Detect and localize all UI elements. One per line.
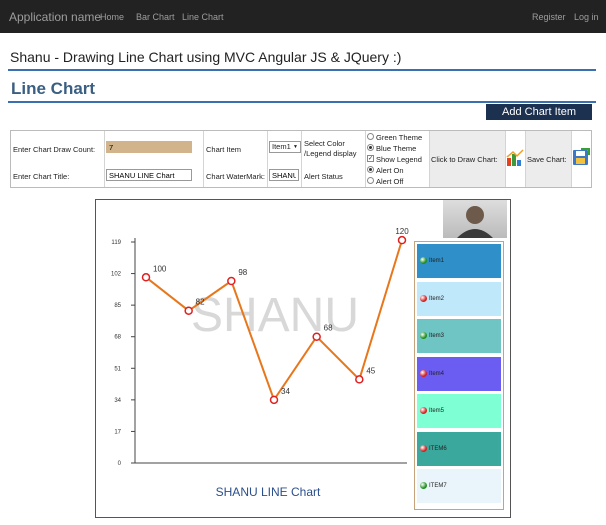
nav-bar-chart[interactable]: Bar Chart — [136, 12, 175, 22]
draw-cell — [429, 131, 505, 187]
data-point — [312, 332, 321, 341]
green-theme-label: Green Theme — [376, 133, 423, 142]
data-points: 100 82 98 34 68 45 120 — [141, 227, 409, 405]
nav-home[interactable]: Home — [100, 12, 125, 22]
legend-item: ITEM7 — [417, 469, 501, 503]
alert-off-label: Alert Off — [376, 177, 404, 186]
line-chart: SHANU 0 17 34 51 68 85 102 119 100 82 98 34 68 45 120… — [111, 227, 409, 499]
watermark-label: Chart WaterMark: — [206, 172, 265, 181]
alert-on-label: Alert On — [376, 166, 404, 175]
y-tick-label: 68 — [114, 335, 121, 341]
legend-label: Item2 — [429, 295, 445, 302]
avatar — [443, 200, 507, 238]
legend-status-icon — [420, 482, 427, 489]
draw-chart-icon[interactable] — [506, 149, 524, 167]
alert-off-radio[interactable] — [367, 177, 374, 184]
data-label: 98 — [238, 268, 247, 277]
select-color-label: Select Color /Legend display — [304, 139, 357, 158]
legend-item: Item4 — [417, 356, 501, 391]
save-cell — [525, 131, 571, 187]
chart-item-select-value: Item1 — [272, 142, 291, 151]
alert-status-label: Alert Status — [304, 172, 343, 181]
section-title: Line Chart — [11, 79, 96, 98]
legend-status-icon — [420, 444, 427, 452]
legend-label: Item1 — [429, 258, 445, 264]
show-legend-label: Show Legend — [376, 155, 422, 164]
chart-title: SHANU LINE Chart — [216, 485, 321, 499]
brand-link[interactable]: Application name — [9, 10, 102, 24]
chart-item-select[interactable]: Item1 ▼ — [269, 141, 301, 153]
data-label: 45 — [366, 366, 375, 375]
blue-theme-label: Blue Theme — [376, 144, 417, 153]
y-tick-label: 102 — [111, 272, 122, 278]
legend-label: Item3 — [429, 333, 445, 339]
legend-label: ITEM7 — [429, 483, 447, 489]
data-point — [184, 306, 193, 315]
watermark-input[interactable] — [269, 169, 299, 181]
data-point — [227, 276, 236, 286]
chart-watermark: SHANU — [191, 289, 359, 342]
nav-register[interactable]: Register — [532, 12, 566, 22]
legend-item: ITEM6 — [417, 431, 501, 466]
chart-controls: Enter Chart Draw Count: Enter Chart Titl… — [10, 130, 592, 188]
page-heading: Shanu - Drawing Line Chart using MVC Ang… — [10, 49, 402, 65]
data-label: 34 — [281, 387, 290, 396]
y-tick-label: 85 — [114, 303, 121, 309]
nav-login[interactable]: Log in — [574, 12, 599, 22]
draw-count-input[interactable] — [106, 141, 192, 153]
legend-status-icon — [420, 332, 427, 339]
save-chart-label: Save Chart: — [527, 155, 567, 164]
legend-label: Item4 — [429, 370, 445, 377]
legend-item: Item5 — [417, 394, 501, 428]
y-tick-label: 17 — [114, 429, 121, 435]
legend-status-icon — [420, 257, 427, 264]
y-tick-label: 34 — [114, 398, 121, 404]
data-label: 100 — [153, 264, 167, 273]
legend-item: Item3 — [417, 319, 501, 353]
draw-chart-label: Click to Draw Chart: — [431, 155, 498, 164]
legend-item: Item1 — [417, 244, 501, 278]
y-tick-label: 119 — [111, 240, 121, 246]
y-axis: 0 17 34 51 68 85 102 119 — [111, 238, 407, 467]
section-divider — [8, 101, 596, 103]
chart-legend: Item1 Item2 Item3 Item4 Item5 ITEM6 ITEM7 — [414, 241, 504, 510]
draw-count-label: Enter Chart Draw Count: — [13, 145, 96, 154]
y-tick-label: 0 — [118, 461, 122, 467]
data-label: 82 — [196, 298, 205, 307]
data-point — [141, 273, 151, 282]
save-chart-icon[interactable] — [572, 148, 590, 166]
chart-title-label: Enter Chart Title: — [13, 172, 70, 181]
show-legend-checkbox[interactable]: ✓ — [367, 155, 374, 162]
heading-divider — [8, 69, 596, 71]
data-label: 120 — [395, 227, 409, 236]
chart-item-label: Chart Item — [206, 145, 242, 154]
legend-status-icon — [420, 294, 427, 302]
data-point — [269, 395, 279, 405]
y-tick-label: 51 — [114, 366, 121, 372]
legend-item: Item2 — [417, 281, 501, 316]
legend-status-icon — [420, 407, 427, 414]
data-point — [355, 375, 364, 384]
data-label: 68 — [324, 324, 333, 333]
nav-line-chart[interactable]: Line Chart — [182, 12, 224, 22]
green-theme-radio[interactable] — [367, 133, 374, 140]
blue-theme-radio[interactable] — [367, 144, 374, 151]
chevron-down-icon: ▼ — [293, 144, 298, 150]
user-photo-icon — [457, 206, 493, 238]
legend-status-icon — [420, 369, 427, 377]
legend-label: ITEM6 — [429, 445, 447, 452]
navbar: Application name Home Bar Chart Line Cha… — [0, 0, 606, 33]
alert-on-radio[interactable] — [367, 166, 374, 173]
legend-label: Item5 — [429, 408, 445, 414]
chart-title-input[interactable] — [106, 169, 192, 181]
add-chart-item-button[interactable]: Add Chart Item Details — [486, 104, 592, 134]
data-point — [397, 235, 407, 245]
